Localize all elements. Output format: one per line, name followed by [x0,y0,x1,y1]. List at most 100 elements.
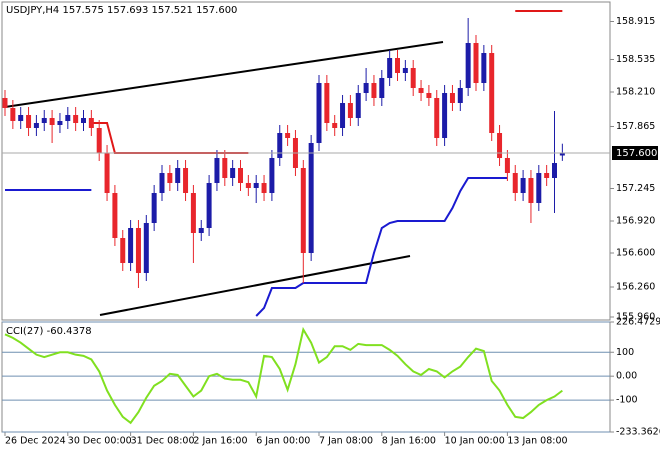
candle-body [473,43,479,83]
candle-body [175,168,181,183]
candle-body [285,133,291,138]
candle-body [434,98,440,138]
candle-body [410,68,416,88]
candle-body [245,183,251,188]
candle-body [253,183,259,188]
candle-body [379,78,385,98]
trend-line [4,41,444,108]
candle-body [512,173,518,193]
candle-body [300,168,306,253]
candle-body [402,68,408,73]
x-tick-label: 10 Jan 00:00 [445,436,505,447]
candle-body [18,115,24,121]
price-panel [1,1,611,321]
candle-body [143,223,149,273]
y-tick-label: -233.3626 [616,427,660,438]
candle-body [41,118,47,123]
candle-body [261,183,267,193]
indicator-line [255,177,508,317]
candle-body [497,133,503,158]
candle-body [183,168,189,193]
candle-body [442,93,448,138]
y-tick-label: 158.210 [616,87,655,98]
y-tick-label: 158.535 [616,54,655,65]
cci-line [4,326,563,425]
candle-body [559,153,565,156]
candle-body [277,133,283,158]
candle-body [426,93,432,98]
candle-body [96,128,102,153]
candle-body [57,121,63,125]
candle-body [489,53,495,133]
candle-body [2,98,8,108]
y-tick-label: 157.865 [616,121,655,132]
candle-body [418,88,424,93]
candle-body [395,58,400,73]
candle-body [544,173,550,178]
candle-body [387,58,393,78]
candle-body [26,115,32,128]
candle-body [214,158,220,183]
candle-body [238,168,243,183]
y-tick-label: 158.915 [616,16,655,27]
candle-body [128,228,134,263]
candle-body [269,158,275,193]
candle-body [167,173,173,183]
candle-body [457,88,463,103]
candle-body [230,168,236,178]
candle-body [316,83,322,143]
candle-body [73,115,79,123]
candle-body [552,163,557,178]
candle-body [135,228,141,273]
candle-body [536,173,542,203]
candle-body [222,158,228,178]
x-tick-label: 26 Dec 2024 [5,436,66,447]
y-tick-label: 100 [616,347,634,358]
candle-body [151,193,157,223]
candle-body [112,193,118,238]
x-tick-label: 31 Dec 08:00 [131,436,195,447]
x-tick-label: 7 Jan 08:00 [319,436,373,447]
candle-body [340,103,346,128]
candle-body [10,108,16,121]
trend-line [99,255,411,316]
y-tick-label: 156.600 [616,248,655,259]
candle-body [88,118,94,128]
candle-body [347,103,353,118]
candle-body [520,178,526,193]
candle-body [190,193,196,233]
candle-body [465,43,471,88]
candle-body [33,123,39,128]
candle-body [332,123,338,128]
chart-title: USDJPY,H4 157.575 157.693 157.521 157.60… [6,5,237,16]
x-tick-label: 6 Jan 00:00 [256,436,310,447]
x-tick-label: 8 Jan 16:00 [382,436,436,447]
y-tick-label: 156.920 [616,216,655,227]
last-price-box [612,146,658,160]
candle-body [504,158,510,173]
last-price-label: 157.600 [616,148,657,159]
y-tick-label: 157.245 [616,183,655,194]
candle-body [355,93,361,118]
candle-body [206,183,212,228]
y-tick-label: 226.4729 [616,317,660,328]
x-tick-label: 2 Jan 16:00 [193,436,247,447]
candle-body [104,153,110,193]
candle-body [159,173,165,193]
indicator-title: CCI(27) -60.4378 [6,326,92,337]
candle-body [528,178,534,203]
candle-body [81,118,86,123]
y-tick-label: -100 [616,395,638,406]
candle-body [120,238,126,263]
candle-body [198,228,204,233]
x-tick-label: 13 Jan 08:00 [507,436,567,447]
candle-body [324,83,330,123]
candle-body [49,118,55,125]
candle-body [363,83,369,93]
candle-body [308,143,314,253]
y-tick-label: 156.260 [616,282,655,293]
candle-body [371,83,377,98]
candle-body [449,93,455,103]
